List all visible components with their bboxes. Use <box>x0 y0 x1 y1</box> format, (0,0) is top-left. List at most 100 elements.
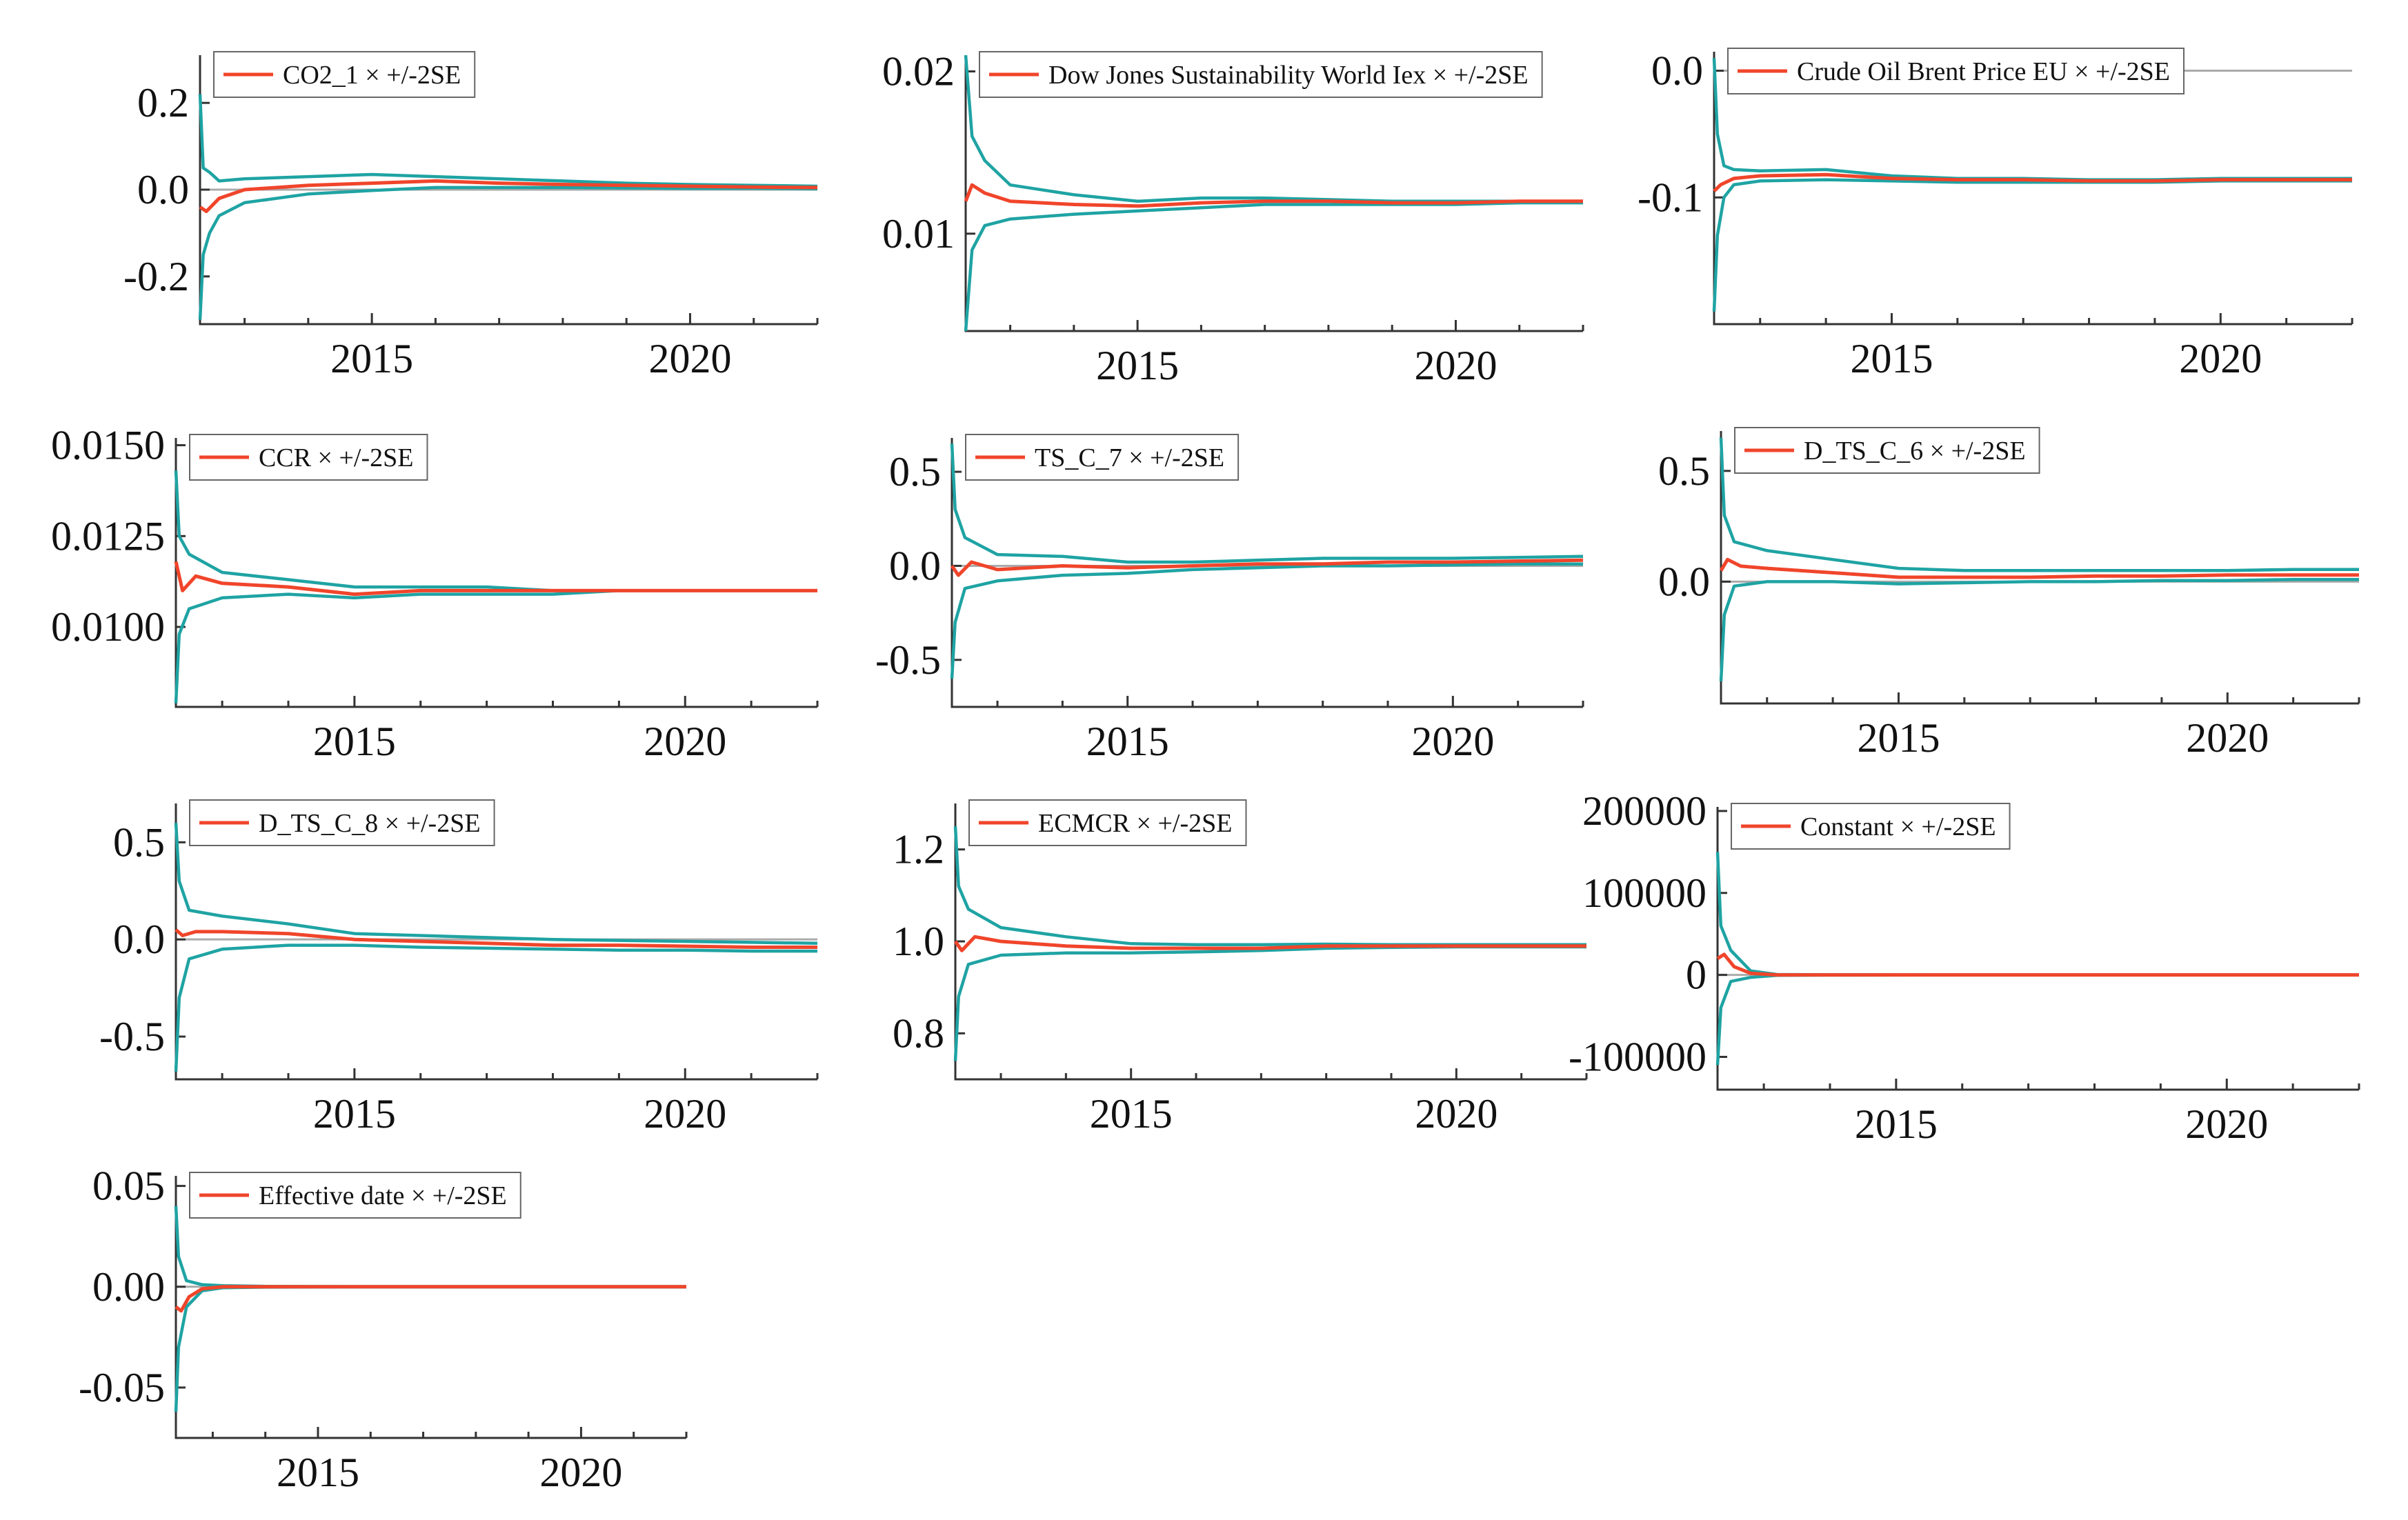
axis-frame <box>175 803 817 1081</box>
legend-box <box>965 434 1240 481</box>
legend: CCR × +/-2SE <box>189 434 428 481</box>
legend-label: Dow Jones Sustainability World Iex × +/-… <box>1048 61 1529 90</box>
estimate-line <box>1716 952 2359 977</box>
lower-band-line <box>964 201 1583 332</box>
y-tick-label: 0.00 <box>92 1264 165 1310</box>
legend-label: ECMCR × +/-2SE <box>1038 809 1232 838</box>
x-tick-label: 2020 <box>539 1450 622 1495</box>
estimate-line <box>1719 557 2359 579</box>
axis-frame <box>1713 52 2352 326</box>
chart-panel-2: 0.02 0.01 2015 2020 Dow Jones Sustainability… <box>882 49 1584 388</box>
estimate-line <box>175 1285 686 1313</box>
upper-band-line <box>950 443 1584 564</box>
lower-band-line <box>174 1285 686 1412</box>
legend: ECMCR × +/-2SE <box>968 799 1247 846</box>
y-tick-label: 0.5 <box>889 449 941 494</box>
y-tick-label: 1.0 <box>893 919 944 964</box>
x-tick-label: 2020 <box>1415 1091 1497 1137</box>
y-tick-label: -0.05 <box>79 1365 165 1410</box>
y-tick-label: 0.8 <box>893 1010 944 1056</box>
lower-band-line <box>1719 577 2359 682</box>
estimate-line <box>950 558 1584 577</box>
y-tick-label: -100000 <box>1569 1034 1707 1079</box>
upper-band-line <box>198 94 818 188</box>
chart-panel-5: 0.5 0.0 -0.5 2015 2020 TS_C_7 × +/-2SE <box>875 434 1584 764</box>
y-tick-label: 0.05 <box>92 1163 165 1209</box>
y-tick-label: 0.0 <box>1658 559 1710 604</box>
y-tick-label: 0.0 <box>137 167 189 212</box>
estimate-line <box>964 183 1583 208</box>
upper-band-line <box>1719 437 2359 572</box>
legend-box <box>979 51 1543 98</box>
legend-label: Effective date × +/-2SE <box>259 1181 507 1210</box>
y-tick-label: 0 <box>1686 952 1707 998</box>
legend: CO2_1 × +/-2SE <box>213 51 476 98</box>
estimate-line <box>174 561 817 597</box>
legend-label: D_TS_C_8 × +/-2SE <box>259 809 481 838</box>
estimate-line <box>953 934 1586 952</box>
legend: D_TS_C_8 × +/-2SE <box>189 799 495 846</box>
x-tick-label: 2020 <box>2179 336 2262 381</box>
y-tick-label: 1.2 <box>893 827 944 872</box>
chart-panel-1: 0.2 0.0 -0.2 2015 2020 CO2_1 × +/-2SE <box>123 51 819 381</box>
chart-panel-9: 200000 100000 0 -100000 2015 2020 Constant × +… <box>1569 788 2360 1147</box>
x-tick-label: 2020 <box>2186 715 2269 761</box>
axis-frame <box>175 438 817 708</box>
x-tick-label: 2020 <box>648 336 731 381</box>
estimate-line <box>175 928 817 949</box>
axis-frame <box>175 1176 686 1439</box>
legend-label: TS_C_7 × +/-2SE <box>1035 443 1224 472</box>
lower-band-line <box>1715 973 2359 1066</box>
y-tick-label: 0.0 <box>1651 48 1703 94</box>
estimate-line <box>1713 172 2352 192</box>
lower-band-line <box>953 945 1586 1061</box>
y-tick-label: 0.5 <box>1658 448 1710 494</box>
legend: TS_C_7 × +/-2SE <box>965 434 1240 481</box>
x-tick-label: 2020 <box>644 719 726 764</box>
upper-band-line <box>174 470 817 592</box>
y-tick-label: -0.1 <box>1638 174 1703 220</box>
axis-frame <box>951 438 1583 708</box>
y-tick-label: 200000 <box>1582 788 1707 834</box>
lower-band-line <box>198 186 818 320</box>
y-tick-label: 0.2 <box>137 80 189 126</box>
legend: Dow Jones Sustainability World Iex × +/-… <box>979 51 1543 98</box>
legend: Effective date × +/-2SE <box>189 1172 521 1219</box>
x-tick-label: 2020 <box>1411 719 1494 764</box>
chart-panel-6: 0.5 0.0 2015 2020 D_TS_C_6 × +/-2SE <box>1658 427 2360 761</box>
y-tick-label: 100000 <box>1582 870 1707 916</box>
x-tick-label: 2015 <box>1090 1091 1173 1137</box>
y-tick-label: 0.0 <box>113 917 165 962</box>
upper-band-line <box>174 823 818 946</box>
legend: Crude Oil Brent Price EU × +/-2SE <box>1727 48 2185 94</box>
y-tick-label: 0.5 <box>113 819 165 865</box>
y-tick-label: 0.0100 <box>51 604 165 650</box>
y-tick-label: 0.0125 <box>51 513 165 559</box>
axis-frame <box>1720 431 2359 705</box>
y-tick-label: -0.5 <box>875 637 941 683</box>
axis-frame <box>954 803 1586 1081</box>
chart-panel-4: 0.0150 0.0125 0.0100 2015 2020 CCR × +/-2SE <box>51 423 819 764</box>
estimate-line <box>199 179 818 213</box>
legend-label: CCR × +/-2SE <box>259 443 413 472</box>
x-tick-label: 2015 <box>1857 715 1940 761</box>
y-tick-label: 0.01 <box>882 211 955 257</box>
x-tick-label: 2015 <box>1850 336 1933 381</box>
chart-panel-10: 0.05 0.00 -0.05 2015 2020 Effective date × +/… <box>79 1163 688 1495</box>
legend-label: CO2_1 × +/-2SE <box>283 61 461 90</box>
legend-label: D_TS_C_6 × +/-2SE <box>1804 437 2026 466</box>
y-tick-label: 0.0150 <box>51 423 165 468</box>
x-tick-label: 2020 <box>1414 343 1497 388</box>
chart-panel-3: 0.0 -0.1 2015 2020 Crude Oil Brent Price EU … <box>1638 48 2354 381</box>
legend: D_TS_C_6 × +/-2SE <box>1734 427 2040 474</box>
x-tick-label: 2015 <box>313 1091 396 1137</box>
chart-panel-8: 1.2 1.0 0.8 2015 2020 ECMCR × +/-2SE <box>893 799 1588 1137</box>
x-tick-label: 2015 <box>1086 719 1169 764</box>
lower-band-line <box>174 589 817 703</box>
x-tick-label: 2020 <box>644 1091 726 1137</box>
axis-frame <box>1716 807 2359 1091</box>
x-tick-label: 2015 <box>313 719 396 764</box>
x-tick-label: 2015 <box>1855 1101 1938 1147</box>
y-tick-label: 0.02 <box>882 49 955 94</box>
